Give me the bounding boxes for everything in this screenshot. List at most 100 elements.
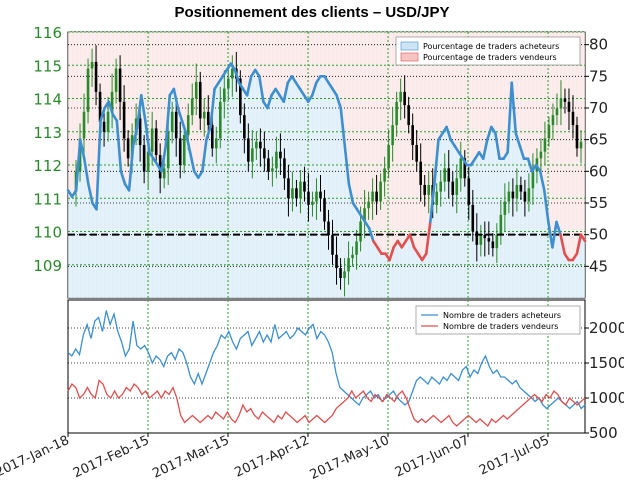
percent-long-segment xyxy=(510,81,518,135)
long-percent-area xyxy=(68,63,585,299)
candle-body xyxy=(327,221,330,235)
candle-body xyxy=(162,168,166,179)
candle-body xyxy=(255,141,258,149)
count-tick-label: 1500 xyxy=(589,354,624,372)
candle-body xyxy=(455,178,459,195)
percent-tick-label: 55 xyxy=(589,194,608,212)
candle-body xyxy=(475,231,479,245)
long-traders-line xyxy=(67,310,586,410)
candle-body xyxy=(239,78,242,116)
candle-body xyxy=(210,125,214,149)
percent-long-segment xyxy=(559,233,566,255)
candle-body xyxy=(110,91,114,112)
candle-body xyxy=(511,191,515,199)
percent-long-segment xyxy=(188,151,196,173)
percent-long-segment xyxy=(135,94,143,129)
percent-long-segment xyxy=(424,220,432,255)
candle-body xyxy=(423,184,426,195)
percent-long-segment xyxy=(347,182,355,205)
candle-body xyxy=(227,78,230,89)
percent-long-segment xyxy=(339,106,347,148)
price-tick-label: 116 xyxy=(33,24,62,42)
percent-long-segment xyxy=(233,68,241,84)
candle-body xyxy=(451,181,455,195)
percent-long-segment xyxy=(115,119,123,173)
candle-body xyxy=(142,145,146,172)
percent-long-segment xyxy=(119,170,127,186)
candle-body xyxy=(94,61,98,92)
candle-body xyxy=(311,201,314,205)
bottom-legend-label: Nombre de traders acheteurs xyxy=(443,311,561,320)
candle-body xyxy=(291,188,294,199)
candle-body xyxy=(559,98,563,109)
candle-body xyxy=(479,234,483,245)
candle-body xyxy=(379,181,382,202)
candle-body xyxy=(331,234,334,255)
candle-body xyxy=(98,91,102,122)
percent-long-segment xyxy=(485,125,493,141)
percent-long-segment xyxy=(95,119,102,211)
candle-body xyxy=(319,191,322,199)
percent-long-segment xyxy=(258,75,265,103)
candle-body xyxy=(303,181,306,192)
candle-body xyxy=(519,184,523,192)
percent-long-segment xyxy=(538,170,546,192)
candle-body xyxy=(138,118,142,146)
percent-tick-label: 80 xyxy=(589,36,608,54)
candle-body xyxy=(243,115,246,139)
percent-long-segment xyxy=(139,94,147,122)
percent-long-segment xyxy=(99,106,106,122)
candle-body xyxy=(387,145,390,169)
percent-long-segment xyxy=(575,233,583,255)
percent-long-segment xyxy=(514,132,522,148)
candle-body xyxy=(299,181,302,199)
percent-long-segment xyxy=(127,144,135,192)
candle-body xyxy=(106,111,110,132)
candle-body xyxy=(154,128,158,156)
candle-body xyxy=(287,178,290,199)
price-tick-label: 115 xyxy=(33,57,62,75)
percent-tick-label: 65 xyxy=(589,131,608,149)
x-tick-label: 2017-Feb-15 xyxy=(71,433,152,481)
candle-body xyxy=(182,135,186,165)
candle-body xyxy=(267,158,270,172)
candle-body xyxy=(114,68,118,92)
percent-tick-label: 60 xyxy=(589,162,608,180)
candle-body xyxy=(186,115,190,136)
top-legend-box xyxy=(395,36,581,66)
percent-long-segment xyxy=(343,144,351,186)
candle-body xyxy=(339,268,342,279)
candle-body xyxy=(367,201,370,209)
percent-long-segment xyxy=(245,75,253,97)
percent-long-segment xyxy=(494,132,501,160)
candle-body xyxy=(483,234,487,239)
top-legend-swatch xyxy=(400,41,419,51)
candle-body xyxy=(439,181,443,192)
percent-long-segment xyxy=(160,144,168,173)
candle-body xyxy=(563,98,567,102)
candle-body xyxy=(259,141,262,149)
percent-long-segment xyxy=(551,220,558,249)
candle-body xyxy=(82,111,86,139)
candle-body xyxy=(499,214,503,235)
count-tick-label: 2000 xyxy=(589,319,624,337)
candle-body xyxy=(495,234,499,249)
candle-body xyxy=(202,111,206,119)
candle-body xyxy=(579,141,583,149)
candle-body xyxy=(158,155,162,179)
percent-long-segment xyxy=(388,246,395,262)
percent-long-segment xyxy=(131,125,139,148)
candle-body xyxy=(471,204,475,232)
percent-long-segment xyxy=(74,138,82,192)
candle-body xyxy=(459,158,463,179)
top-panel: 109 110 111 112 113 114 115 116 45 50 55 60 65 70 75 80 xyxy=(33,24,608,299)
candle-body xyxy=(347,258,350,272)
percent-long-segment xyxy=(445,125,452,141)
percent-long-segment xyxy=(164,94,172,148)
top-legend-label: Pourcentage de traders vendeurs xyxy=(423,53,557,62)
candle-body xyxy=(555,108,559,116)
candle-body xyxy=(399,91,402,102)
percent-long-segment xyxy=(266,94,273,110)
candle-body xyxy=(122,101,126,139)
